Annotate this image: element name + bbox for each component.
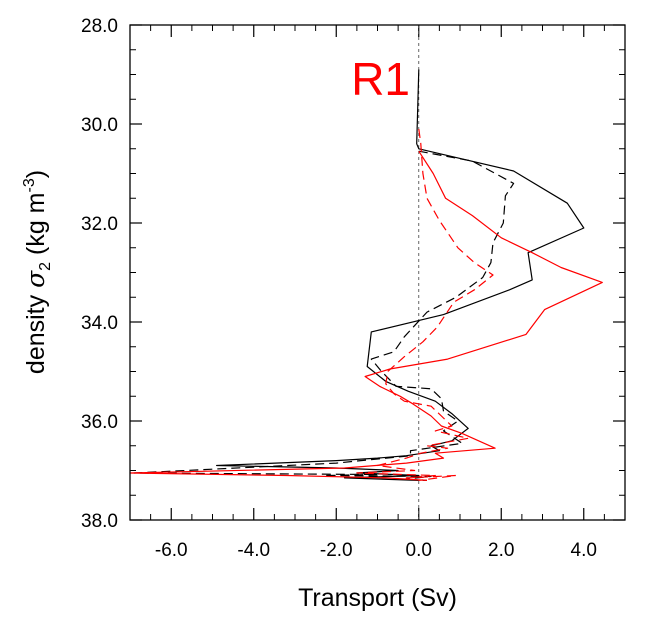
y-axis-title-subscript: 2 (37, 262, 54, 271)
y-axis-title: density σ2 (kg m-3) (21, 170, 54, 374)
x-tick-label: 4.0 (571, 540, 597, 561)
plot-frame (129, 24, 626, 521)
y-tick-label: 34.0 (81, 313, 118, 334)
y-axis-title-superscript: -3 (21, 178, 38, 192)
y-tick-label: 28.0 (81, 16, 118, 37)
y-axis-title-symbol: σ (21, 270, 50, 288)
series-group (129, 69, 603, 481)
x-axis-title: Transport (Sv) (298, 584, 457, 612)
x-tick-label: 0.0 (406, 540, 432, 561)
y-tick-label: 38.0 (81, 511, 118, 532)
y-axis-title-close: ) (22, 170, 50, 178)
x-tick-label: -2.0 (320, 540, 353, 561)
panel-label: R1 (351, 53, 410, 105)
y-axis-title-prefix: density (22, 288, 50, 374)
y-tick-label: 30.0 (81, 115, 118, 136)
series-line-1 (216, 69, 585, 481)
x-tick-label: -6.0 (155, 540, 188, 561)
x-tick-label: 2.0 (488, 540, 514, 561)
series-line-3 (129, 150, 603, 481)
axes: -6.0 -4.0 -2.0 0.0 2.0 4.0 28.0 30.0 32.0 34.0 36.… (81, 16, 626, 561)
series-line-4 (356, 128, 494, 481)
y-tick-label: 36.0 (81, 412, 118, 433)
y-tick-label: 32.0 (81, 214, 118, 235)
y-axis-title-units: (kg m (22, 192, 50, 261)
x-tick-label: -4.0 (237, 540, 270, 561)
